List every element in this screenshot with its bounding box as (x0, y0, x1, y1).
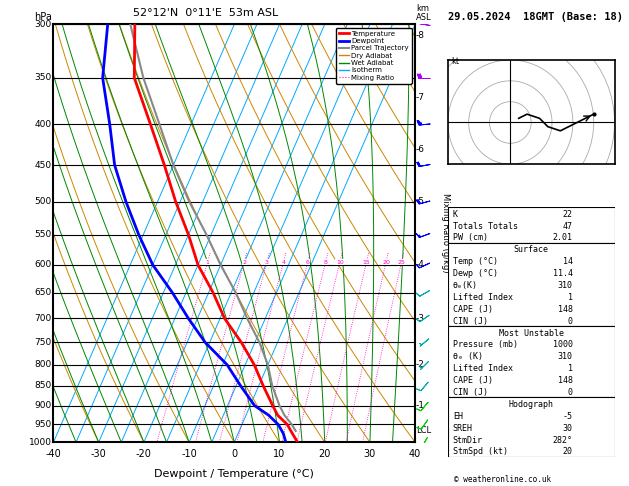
Text: -2: -2 (416, 360, 425, 369)
Text: 2.01: 2.01 (553, 233, 573, 243)
Text: -6: -6 (416, 145, 425, 154)
Text: 10: 10 (274, 449, 286, 458)
Text: -40: -40 (45, 449, 62, 458)
Text: Dewpoint / Temperature (°C): Dewpoint / Temperature (°C) (154, 469, 314, 479)
Text: 6: 6 (306, 260, 309, 264)
Text: 3: 3 (265, 260, 269, 264)
Text: Most Unstable: Most Unstable (499, 329, 564, 338)
Text: hPa: hPa (34, 12, 52, 22)
Text: km
ASL: km ASL (416, 4, 431, 22)
Text: 148: 148 (558, 376, 573, 385)
Text: -8: -8 (416, 31, 425, 40)
Text: kt: kt (451, 57, 459, 66)
Bar (448, 326, 615, 398)
Text: 20: 20 (563, 448, 573, 456)
Text: Lifted Index: Lifted Index (453, 293, 513, 302)
Text: K: K (453, 209, 458, 219)
Text: -1: -1 (416, 401, 425, 410)
Text: Lifted Index: Lifted Index (453, 364, 513, 373)
Text: 14: 14 (563, 257, 573, 266)
Text: 1000: 1000 (553, 340, 573, 349)
Text: -10: -10 (181, 449, 197, 458)
Text: 1: 1 (568, 293, 573, 302)
Text: Temp (°C): Temp (°C) (453, 257, 498, 266)
Text: 30: 30 (364, 449, 376, 458)
Text: 310: 310 (558, 352, 573, 361)
Text: 700: 700 (35, 314, 52, 323)
Text: CIN (J): CIN (J) (453, 317, 488, 326)
Text: 450: 450 (35, 160, 52, 170)
Text: -5: -5 (563, 412, 573, 421)
Text: StmSpd (kt): StmSpd (kt) (453, 448, 508, 456)
Text: 350: 350 (35, 73, 52, 82)
Text: 148: 148 (558, 305, 573, 314)
Text: Totals Totals: Totals Totals (453, 222, 518, 230)
Text: 950: 950 (35, 420, 52, 429)
Text: Surface: Surface (514, 245, 548, 254)
Text: © weatheronline.co.uk: © weatheronline.co.uk (454, 474, 551, 484)
Text: LCL: LCL (416, 427, 431, 435)
Text: 750: 750 (35, 338, 52, 347)
Text: Hodograph: Hodograph (509, 400, 554, 409)
Text: 25: 25 (398, 260, 406, 264)
Legend: Temperature, Dewpoint, Parcel Trajectory, Dry Adiabat, Wet Adiabat, Isotherm, Mi: Temperature, Dewpoint, Parcel Trajectory… (336, 28, 411, 84)
Bar (448, 207, 615, 243)
Text: 29.05.2024  18GMT (Base: 18): 29.05.2024 18GMT (Base: 18) (448, 12, 623, 22)
Text: 20: 20 (382, 260, 390, 264)
Text: 30: 30 (563, 424, 573, 433)
Bar (448, 398, 615, 457)
Text: 0: 0 (568, 317, 573, 326)
Text: -7: -7 (416, 93, 425, 102)
Text: 282°: 282° (553, 435, 573, 445)
Text: 900: 900 (35, 401, 52, 410)
Text: 600: 600 (35, 260, 52, 269)
Text: CIN (J): CIN (J) (453, 388, 488, 397)
Text: 0: 0 (231, 449, 237, 458)
Text: 0: 0 (568, 388, 573, 397)
Text: SREH: SREH (453, 424, 473, 433)
Text: 11.4: 11.4 (553, 269, 573, 278)
Text: 550: 550 (35, 230, 52, 239)
Text: 15: 15 (363, 260, 370, 264)
Text: -4: -4 (416, 260, 425, 269)
Text: 650: 650 (35, 288, 52, 297)
Text: 8: 8 (324, 260, 328, 264)
Text: 300: 300 (35, 20, 52, 29)
Text: 4: 4 (282, 260, 286, 264)
Text: 800: 800 (35, 360, 52, 369)
Text: 10: 10 (336, 260, 344, 264)
Text: -30: -30 (91, 449, 106, 458)
Text: StmDir: StmDir (453, 435, 483, 445)
Text: Dewp (°C): Dewp (°C) (453, 269, 498, 278)
Text: CAPE (J): CAPE (J) (453, 376, 493, 385)
Text: CAPE (J): CAPE (J) (453, 305, 493, 314)
Bar (448, 243, 615, 326)
Text: 40: 40 (409, 449, 421, 458)
Text: 2: 2 (242, 260, 246, 264)
Text: -5: -5 (416, 197, 425, 206)
Text: EH: EH (453, 412, 463, 421)
Text: 850: 850 (35, 382, 52, 390)
Text: Mixing Ratio (g/kg): Mixing Ratio (g/kg) (442, 193, 450, 273)
Text: 22: 22 (563, 209, 573, 219)
Text: 20: 20 (318, 449, 331, 458)
Text: 47: 47 (563, 222, 573, 230)
Text: θₑ (K): θₑ (K) (453, 352, 483, 361)
Text: Pressure (mb): Pressure (mb) (453, 340, 518, 349)
Text: 1: 1 (568, 364, 573, 373)
Text: 500: 500 (35, 197, 52, 206)
Text: 1000: 1000 (29, 438, 52, 447)
Text: -3: -3 (416, 314, 425, 323)
Text: PW (cm): PW (cm) (453, 233, 488, 243)
Text: 52°12'N  0°11'E  53m ASL: 52°12'N 0°11'E 53m ASL (133, 8, 278, 18)
Text: θₑ(K): θₑ(K) (453, 281, 478, 290)
Text: 1: 1 (206, 260, 209, 264)
Text: 310: 310 (558, 281, 573, 290)
Text: 400: 400 (35, 120, 52, 129)
Text: -20: -20 (136, 449, 152, 458)
